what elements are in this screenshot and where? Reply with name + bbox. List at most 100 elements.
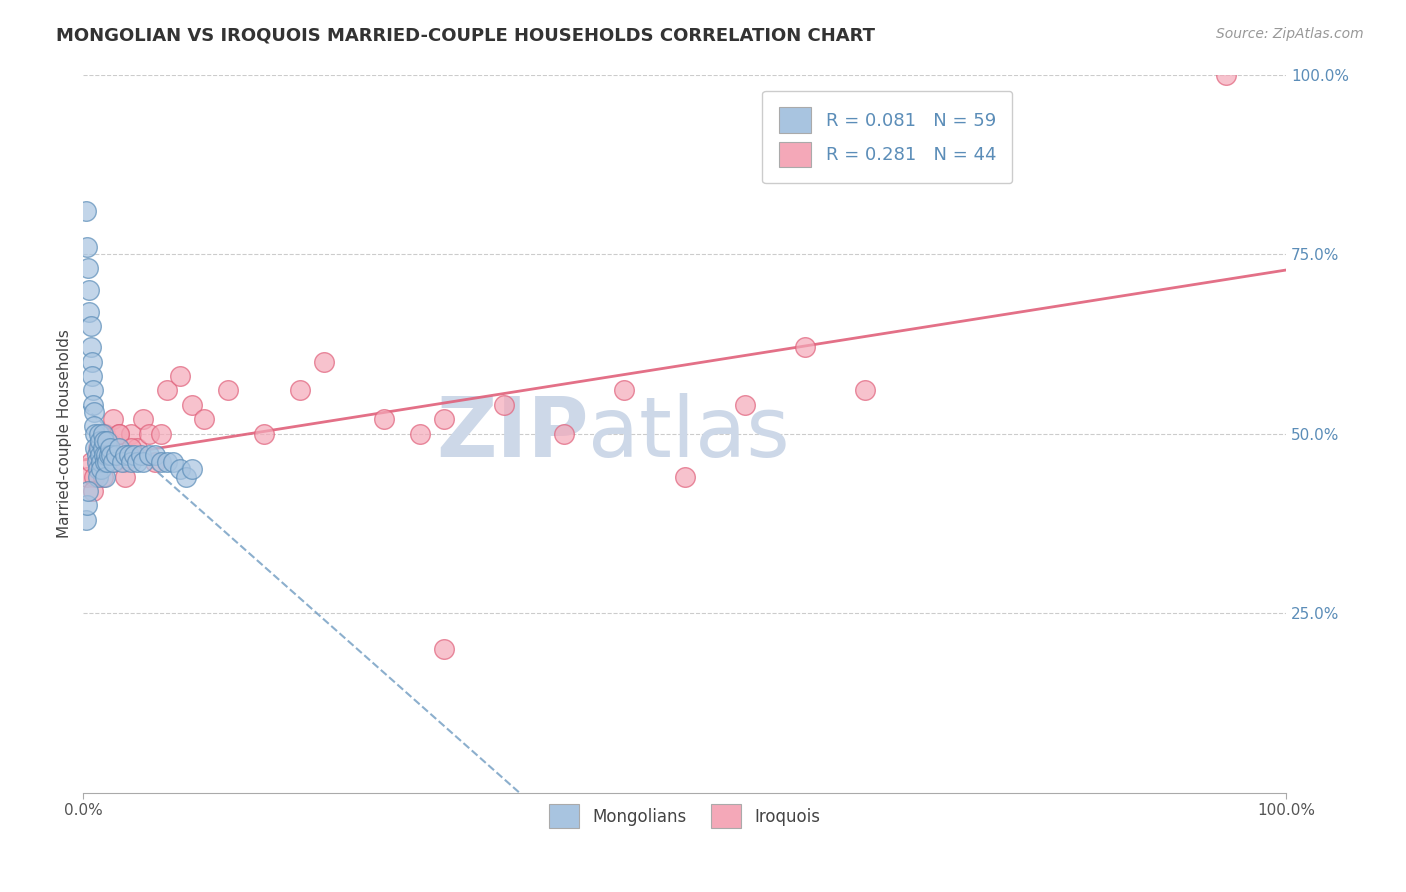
Point [87,441,110,455]
Point [97,441,120,455]
Point [77,261,100,276]
Point [122,448,145,462]
Point [82,398,104,412]
Point [114,448,136,462]
Point [129,448,152,462]
Point [253,426,276,441]
Point [156,384,179,398]
Point [90,462,112,476]
Point [96,434,118,448]
Point [94,455,117,469]
Point [114,455,136,469]
Point [87,455,110,469]
Point [114,469,136,483]
Point [79,283,101,297]
Point [433,642,456,657]
Point [409,426,432,441]
Point [86,448,108,462]
Point [120,441,142,455]
Point [169,462,191,476]
Point [103,455,125,469]
Point [103,412,125,426]
Point [82,384,104,398]
Point [111,455,134,469]
Text: ZIP: ZIP [436,393,589,474]
Point [75,204,97,219]
Point [79,304,101,318]
Point [94,448,117,462]
Point [150,455,173,469]
Point [90,455,112,469]
Legend: Mongolians, Iroquois: Mongolians, Iroquois [541,797,827,835]
Point [76,499,98,513]
Y-axis label: Married-couple Households: Married-couple Households [58,329,72,538]
Point [108,426,131,441]
Point [127,455,149,469]
Point [613,384,636,398]
Point [793,340,815,354]
Point [118,448,141,462]
Point [853,384,876,398]
Point [84,441,107,455]
Point [169,369,191,384]
Point [100,448,122,462]
Point [87,462,110,476]
Point [120,426,142,441]
Point [84,426,107,441]
Point [83,469,105,483]
Point [91,469,114,483]
Point [138,426,160,441]
Point [180,462,202,476]
Point [75,513,97,527]
Point [180,398,202,412]
Point [108,426,131,441]
Point [145,455,167,469]
Point [734,398,756,412]
Point [91,441,114,455]
Point [145,448,167,462]
Point [96,441,118,455]
Point [433,412,456,426]
Point [93,448,115,462]
Point [217,384,239,398]
Point [162,455,184,469]
Point [132,455,155,469]
Point [93,434,115,448]
Text: Source: ZipAtlas.com: Source: ZipAtlas.com [1216,27,1364,41]
Point [98,441,121,455]
Point [138,448,160,462]
Point [150,426,173,441]
Point [76,469,98,483]
Point [80,355,103,369]
Point [104,448,127,462]
Point [91,426,114,441]
Point [86,455,108,469]
Point [89,434,111,448]
Point [127,441,149,455]
Point [1215,68,1237,82]
Point [87,441,110,455]
Point [94,469,117,483]
Point [89,448,111,462]
Point [79,340,101,354]
Point [373,412,395,426]
Text: atlas: atlas [589,393,790,474]
Text: MONGOLIAN VS IROQUOIS MARRIED-COUPLE HOUSEHOLDS CORRELATION CHART: MONGOLIAN VS IROQUOIS MARRIED-COUPLE HOU… [56,27,876,45]
Point [132,412,155,426]
Point [80,369,103,384]
Point [312,355,335,369]
Point [103,455,125,469]
Point [673,469,696,483]
Point [76,240,98,254]
Point [120,455,142,469]
Point [87,426,110,441]
Point [94,426,117,441]
Point [83,405,105,419]
Point [193,412,215,426]
Point [494,398,516,412]
Point [553,426,575,441]
Point [82,483,104,498]
Point [79,455,101,469]
Point [79,318,101,333]
Point [174,469,197,483]
